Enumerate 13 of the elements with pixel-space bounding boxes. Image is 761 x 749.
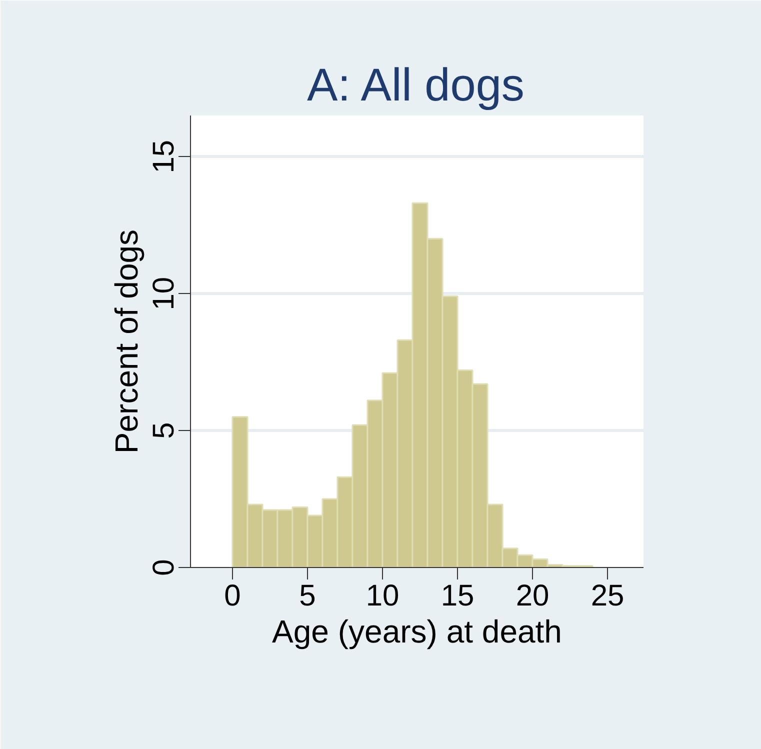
x-axis-title: Age (years) at death <box>272 614 562 650</box>
y-axis-title: Percent of dogs <box>108 229 144 454</box>
x-tick-label: 15 <box>440 580 474 612</box>
y-tick-label: 10 <box>148 276 180 310</box>
x-tick-label: 25 <box>590 580 624 612</box>
y-tick-label: 5 <box>148 422 180 439</box>
x-tick-label: 20 <box>516 580 550 612</box>
y-tick-label: 15 <box>148 140 180 174</box>
x-tick-label: 0 <box>224 580 241 612</box>
y-tick-label: 0 <box>148 559 180 576</box>
x-tick-label: 10 <box>366 580 400 612</box>
chart-title: A: All dogs <box>307 58 524 110</box>
x-tick-label: 5 <box>299 580 316 612</box>
